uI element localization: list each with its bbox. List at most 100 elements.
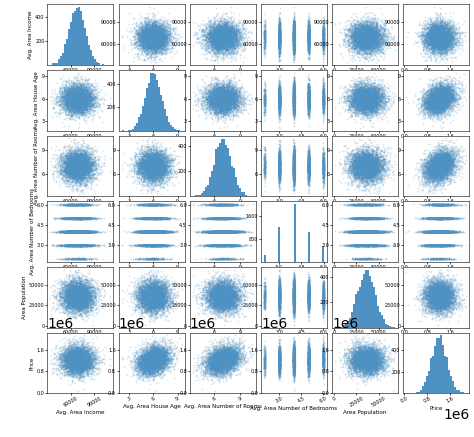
Point [80,162,87,169]
Point [235,35,243,42]
Point [428,90,436,97]
Point [82,179,89,186]
Point [73,288,81,295]
Point [449,26,457,33]
Point [63,95,70,102]
Point [227,90,235,97]
Point [432,156,439,163]
Point [445,35,453,42]
Point [153,29,161,36]
Point [205,35,213,42]
Point [140,35,147,42]
Point [275,362,283,369]
Point [359,354,366,361]
Point [290,154,297,161]
Point [65,177,73,184]
Point [441,215,448,222]
Point [379,104,387,111]
Point [143,242,151,249]
Point [389,357,396,364]
Point [139,289,146,296]
Point [146,201,153,208]
Point [275,295,283,302]
Point [436,242,444,249]
Point [354,81,362,88]
Point [154,241,161,248]
Point [365,155,373,162]
Point [290,95,297,102]
Point [228,302,235,309]
Point [85,160,92,167]
Point [445,159,453,166]
Point [86,165,94,172]
Point [219,294,227,301]
Point [71,173,78,180]
Point [217,360,224,367]
Point [358,241,366,248]
Point [210,296,218,303]
Point [447,228,454,235]
Point [236,215,243,222]
Point [221,214,229,221]
Point [66,163,73,170]
Point [352,242,359,249]
Point [66,146,74,153]
Point [428,103,436,110]
Point [359,177,366,184]
Point [216,365,223,372]
Point [86,88,94,95]
Point [156,201,164,208]
Point [57,352,64,359]
Point [214,255,221,262]
Point [376,160,384,167]
Point [90,228,97,235]
Point [365,356,373,363]
Point [225,280,232,287]
Point [155,165,163,172]
Point [204,242,212,249]
Point [435,201,442,208]
Point [78,159,85,166]
Point [357,97,365,104]
Point [223,95,231,102]
Point [147,242,155,249]
Point [439,215,447,222]
Point [369,160,376,166]
Point [275,357,283,364]
Point [361,48,369,55]
Point [209,242,217,249]
Point [69,184,76,191]
Point [429,103,437,110]
Point [436,166,443,173]
Point [291,100,298,107]
Point [305,291,313,298]
Point [438,293,445,300]
Point [276,32,283,39]
Point [305,287,312,294]
Point [290,165,298,172]
Point [319,39,327,46]
Point [215,356,222,363]
Point [305,100,313,107]
Point [433,287,440,294]
Point [225,360,233,367]
Point [445,85,452,92]
Point [220,364,228,371]
Point [371,94,378,101]
Point [360,96,367,103]
Point [136,159,144,166]
Point [145,300,152,307]
Point [431,299,439,306]
Point [373,31,380,38]
Point [210,348,218,355]
Point [432,103,440,110]
Point [85,84,93,91]
Point [364,27,371,34]
Point [441,113,448,120]
Point [275,101,283,108]
Point [79,360,86,367]
Point [370,242,378,249]
Point [212,100,220,107]
Point [426,89,434,96]
Point [155,360,162,367]
